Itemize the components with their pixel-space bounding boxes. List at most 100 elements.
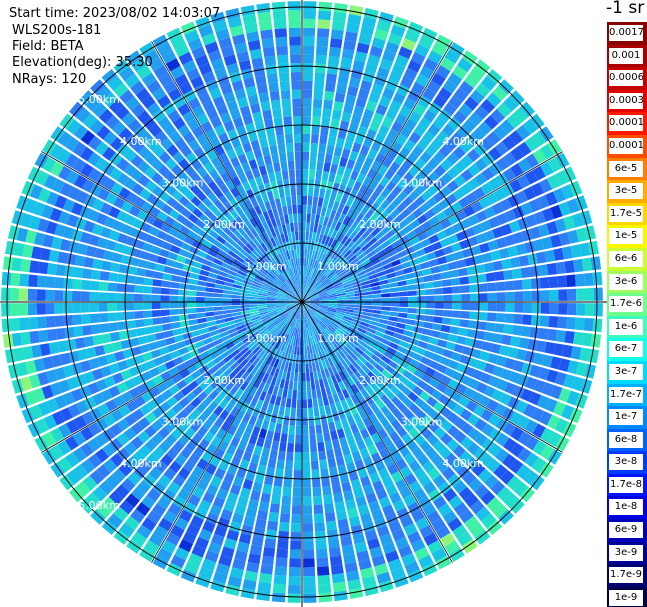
range-gate-cell xyxy=(199,350,210,360)
range-gate-cell xyxy=(355,302,364,305)
range-gate-cell xyxy=(280,285,289,292)
range-gate-cell xyxy=(303,531,314,541)
range-gate-cell xyxy=(317,310,326,316)
range-gate-cell xyxy=(187,290,197,296)
range-gate-cell xyxy=(213,355,223,365)
range-gate-cell xyxy=(386,149,398,161)
range-gate-cell xyxy=(214,416,225,428)
range-gate-cell xyxy=(230,209,240,220)
range-gate-cell xyxy=(461,293,471,302)
range-gate-cell xyxy=(277,291,286,296)
range-gate-cell xyxy=(371,554,386,567)
range-gate-cell xyxy=(480,220,492,232)
range-gate-cell xyxy=(246,189,255,200)
range-gate-cell xyxy=(437,503,452,517)
range-gate-cell xyxy=(113,59,130,75)
range-gate-cell xyxy=(397,402,408,414)
range-gate-cell xyxy=(42,139,57,155)
range-gate-cell xyxy=(327,325,335,334)
range-gate-cell xyxy=(161,316,171,324)
range-ring-label: 5.00km xyxy=(78,499,120,512)
range-gate-cell xyxy=(272,281,281,288)
range-gate-cell xyxy=(346,159,356,170)
range-gate-cell xyxy=(345,265,354,273)
range-gate-cell xyxy=(65,153,79,169)
range-gate-cell xyxy=(275,557,288,568)
range-gate-cell xyxy=(75,107,91,123)
range-gate-cell xyxy=(419,151,432,164)
range-gate-cell xyxy=(178,302,188,308)
range-gate-cell xyxy=(361,315,372,320)
range-gate-cell xyxy=(407,343,418,352)
range-gate-cell xyxy=(330,239,338,249)
range-gate-cell xyxy=(376,346,387,355)
range-gate-cell xyxy=(144,540,160,555)
range-gate-cell xyxy=(167,343,178,353)
range-gate-cell xyxy=(468,320,478,329)
range-gate-cell xyxy=(441,317,452,325)
range-gate-cell xyxy=(373,350,384,359)
range-gate-cell xyxy=(183,131,196,144)
range-gate-cell xyxy=(277,143,286,154)
range-gate-cell xyxy=(142,116,157,131)
range-gate-cell xyxy=(117,418,130,432)
range-gate-cell xyxy=(264,475,274,486)
range-gate-cell xyxy=(226,237,236,246)
range-gate-cell xyxy=(546,262,558,276)
range-gate-cell xyxy=(395,229,406,239)
azimuth-spoke xyxy=(41,151,303,303)
range-gate-cell xyxy=(126,275,136,284)
range-gate-cell xyxy=(275,468,284,478)
range-gate-cell xyxy=(337,233,346,243)
range-gate-cell xyxy=(124,413,137,427)
range-gate-cell xyxy=(192,207,203,218)
range-gate-cell xyxy=(331,229,338,239)
range-gate-cell xyxy=(419,65,434,80)
range-gate-cell xyxy=(212,571,228,584)
range-gate-cell xyxy=(177,124,191,137)
colorbar-unit-label: -1 sr xyxy=(606,0,645,18)
colorbar-level: 3e-9 xyxy=(607,541,647,565)
range-gate-cell xyxy=(237,343,247,352)
range-gate-cell xyxy=(306,276,311,286)
range-gate-cell xyxy=(370,160,382,172)
range-gate-cell xyxy=(438,144,452,158)
range-gate-cell xyxy=(289,178,296,188)
range-gate-cell xyxy=(502,167,517,182)
range-gate-cell xyxy=(337,297,347,300)
range-gate-cell xyxy=(475,330,486,340)
range-gate-cell xyxy=(345,291,355,295)
range-gate-cell xyxy=(294,285,299,294)
range-gate-cell xyxy=(338,213,346,223)
range-gate-cell xyxy=(190,196,202,207)
range-gate-cell xyxy=(225,179,236,191)
range-gate-cell xyxy=(332,11,347,23)
range-ring-label: 2.00km xyxy=(359,218,401,231)
range-gate-cell xyxy=(291,398,297,408)
range-gate-cell xyxy=(302,300,311,302)
range-gate-cell xyxy=(368,273,378,280)
range-gate-cell xyxy=(129,337,140,348)
range-gate-cell xyxy=(202,239,213,249)
range-gate-cell xyxy=(174,453,187,467)
range-gate-cell xyxy=(339,337,348,346)
range-gate-cell xyxy=(267,293,277,297)
range-gate-cell xyxy=(355,236,365,246)
range-gate-cell xyxy=(183,374,195,385)
range-gate-cell xyxy=(253,66,266,77)
range-gate-cell xyxy=(317,309,327,314)
range-gate-cell xyxy=(349,364,358,374)
range-gate-cell xyxy=(176,214,188,225)
range-gate-cell xyxy=(273,117,283,128)
range-gate-cell xyxy=(57,340,69,353)
range-gate-cell xyxy=(384,329,395,337)
range-gate-cell xyxy=(320,225,327,235)
range-gate-cell xyxy=(525,435,539,451)
range-gate-cell xyxy=(553,187,566,203)
range-gate-cell xyxy=(472,369,484,381)
range-gate-cell xyxy=(75,481,91,497)
range-gate-cell xyxy=(321,244,327,254)
range-gate-cell xyxy=(97,403,110,417)
range-gate-cell xyxy=(391,259,401,267)
range-gate-cell xyxy=(308,318,313,327)
